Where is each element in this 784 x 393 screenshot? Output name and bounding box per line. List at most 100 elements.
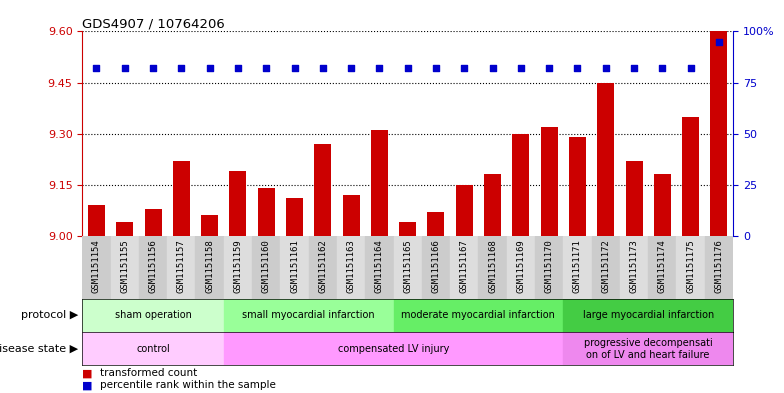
Bar: [195, 236, 223, 299]
Bar: [563, 299, 733, 332]
Bar: [626, 161, 643, 236]
Point: [684, 65, 697, 72]
Bar: [223, 299, 394, 332]
Text: GSM1151166: GSM1151166: [431, 239, 441, 293]
Text: GSM1151174: GSM1151174: [658, 239, 667, 293]
Text: GSM1151169: GSM1151169: [517, 239, 525, 293]
Text: protocol ▶: protocol ▶: [21, 310, 78, 320]
Bar: [82, 332, 223, 365]
Text: compensated LV injury: compensated LV injury: [338, 344, 449, 354]
Bar: [252, 236, 281, 299]
Bar: [139, 236, 167, 299]
Point: [430, 65, 442, 72]
Bar: [654, 174, 671, 236]
Point: [231, 65, 244, 72]
Text: GSM1151163: GSM1151163: [347, 239, 356, 293]
Text: GSM1151162: GSM1151162: [318, 239, 327, 293]
Bar: [223, 332, 563, 365]
Bar: [394, 236, 422, 299]
Text: GSM1151176: GSM1151176: [714, 239, 724, 293]
Text: GSM1151157: GSM1151157: [177, 239, 186, 293]
Point: [175, 65, 187, 72]
Text: moderate myocardial infarction: moderate myocardial infarction: [401, 310, 555, 320]
Text: GSM1151175: GSM1151175: [686, 239, 695, 293]
Bar: [682, 117, 699, 236]
Bar: [371, 130, 388, 236]
Point: [289, 65, 301, 72]
Bar: [144, 209, 162, 236]
Text: ■: ■: [82, 380, 93, 390]
Bar: [648, 236, 677, 299]
Point: [90, 65, 103, 72]
Bar: [620, 236, 648, 299]
Bar: [450, 236, 478, 299]
Bar: [286, 198, 303, 236]
Text: GSM1151155: GSM1151155: [120, 239, 129, 293]
Bar: [710, 31, 728, 236]
Point: [628, 65, 641, 72]
Text: GSM1151173: GSM1151173: [630, 239, 638, 293]
Point: [345, 65, 358, 72]
Text: disease state ▶: disease state ▶: [0, 344, 78, 354]
Text: GSM1151165: GSM1151165: [403, 239, 412, 293]
Text: GSM1151171: GSM1151171: [573, 239, 582, 293]
Text: GDS4907 / 10764206: GDS4907 / 10764206: [82, 17, 225, 30]
Text: percentile rank within the sample: percentile rank within the sample: [100, 380, 275, 390]
Point: [600, 65, 612, 72]
Bar: [569, 137, 586, 236]
Point: [373, 65, 386, 72]
Bar: [705, 236, 733, 299]
Bar: [172, 161, 190, 236]
Text: transformed count: transformed count: [100, 368, 197, 378]
Point: [458, 65, 470, 72]
Bar: [563, 236, 592, 299]
Bar: [399, 222, 416, 236]
Text: large myocardial infarction: large myocardial infarction: [583, 310, 713, 320]
Bar: [484, 174, 501, 236]
Bar: [309, 236, 337, 299]
Bar: [82, 299, 223, 332]
Bar: [506, 236, 535, 299]
Text: GSM1151172: GSM1151172: [601, 239, 610, 293]
Point: [543, 65, 555, 72]
Bar: [111, 236, 139, 299]
Bar: [478, 236, 506, 299]
Bar: [592, 236, 620, 299]
Text: GSM1151156: GSM1151156: [148, 239, 158, 293]
Bar: [365, 236, 394, 299]
Bar: [563, 332, 733, 365]
Bar: [422, 236, 450, 299]
Point: [656, 65, 669, 72]
Bar: [535, 236, 563, 299]
Text: GSM1151170: GSM1151170: [545, 239, 554, 293]
Text: progressive decompensati
on of LV and heart failure: progressive decompensati on of LV and he…: [584, 338, 713, 360]
Text: GSM1151168: GSM1151168: [488, 239, 497, 293]
Text: GSM1151164: GSM1151164: [375, 239, 384, 293]
Bar: [541, 127, 557, 236]
Bar: [82, 236, 111, 299]
Point: [486, 65, 499, 72]
Text: GSM1151154: GSM1151154: [92, 239, 101, 293]
Bar: [223, 236, 252, 299]
Text: GSM1151167: GSM1151167: [459, 239, 469, 293]
Text: GSM1151161: GSM1151161: [290, 239, 299, 293]
Bar: [343, 195, 360, 236]
Point: [118, 65, 131, 72]
Point: [572, 65, 584, 72]
Text: GSM1151158: GSM1151158: [205, 239, 214, 293]
Bar: [314, 144, 332, 236]
Bar: [337, 236, 365, 299]
Point: [147, 65, 159, 72]
Bar: [88, 205, 105, 236]
Bar: [513, 134, 529, 236]
Bar: [281, 236, 309, 299]
Bar: [258, 188, 274, 236]
Point: [317, 65, 329, 72]
Text: small myocardial infarction: small myocardial infarction: [242, 310, 375, 320]
Text: GSM1151159: GSM1151159: [234, 239, 242, 293]
Bar: [597, 83, 614, 236]
Bar: [201, 215, 218, 236]
Point: [203, 65, 216, 72]
Bar: [394, 299, 563, 332]
Text: control: control: [136, 344, 170, 354]
